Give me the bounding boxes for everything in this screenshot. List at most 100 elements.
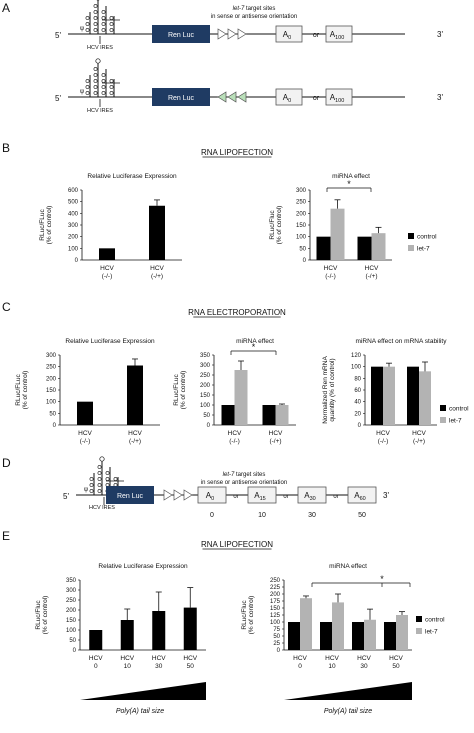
y-axis-label: (% of control) bbox=[248, 596, 255, 635]
chart-c1: Relative Luciferase ExpressionRLuc/FLuc(… bbox=[15, 338, 160, 445]
y-tick-label: 150 bbox=[270, 606, 281, 612]
polya-box bbox=[325, 88, 353, 106]
renilla-luc-label: Ren Luc bbox=[168, 32, 195, 39]
x-tick-label: HCV bbox=[89, 655, 103, 662]
chart-e1: Relative Luciferase Expression RLuc/Fluc(… bbox=[35, 563, 206, 670]
bar bbox=[352, 622, 364, 650]
ires-loop bbox=[93, 10, 98, 14]
legend-label-let7: let-7 bbox=[449, 418, 462, 425]
legend-swatch-control bbox=[408, 233, 414, 239]
y-axis-label: RLuc/Fluc bbox=[35, 600, 42, 630]
polya-label: A100 bbox=[330, 93, 345, 104]
antisense-target-site-icon bbox=[237, 91, 247, 103]
bar bbox=[316, 236, 331, 260]
bar bbox=[89, 630, 103, 650]
y-axis-label: RLuc/Fluc bbox=[269, 210, 276, 240]
poly-a-axis-label: Poly(A) tail size bbox=[116, 708, 164, 715]
y-axis-label: (% of control) bbox=[42, 596, 49, 635]
bar bbox=[332, 602, 344, 650]
y-tick-label: 200 bbox=[66, 608, 77, 614]
x-tick-label: 0 bbox=[298, 663, 302, 670]
legend-swatch-let7 bbox=[416, 628, 422, 634]
ires-loop bbox=[85, 91, 90, 95]
x-tick-label: (-/+) bbox=[365, 273, 377, 280]
x-tick-label: HCV bbox=[357, 655, 371, 662]
y-tick-label: 250 bbox=[46, 365, 57, 371]
ires-loop bbox=[109, 22, 114, 26]
y-axis-label: (% of control) bbox=[22, 371, 29, 410]
y-tick-label: 150 bbox=[296, 223, 307, 229]
y-axis-label: quantity (% of control) bbox=[329, 358, 336, 421]
x-tick-label: HCV bbox=[150, 265, 164, 272]
x-tick-label: HCV bbox=[100, 265, 114, 272]
y-tick-label: 500 bbox=[68, 200, 79, 206]
bar bbox=[127, 365, 143, 425]
bar bbox=[364, 619, 376, 650]
ires-loop bbox=[89, 489, 94, 493]
ires-loop bbox=[101, 73, 106, 77]
ires-label: HCV IRES bbox=[87, 45, 113, 51]
bar bbox=[149, 205, 165, 260]
y-tick-label: 100 bbox=[46, 400, 57, 406]
bar bbox=[300, 598, 312, 650]
renilla-luc-box bbox=[152, 88, 210, 106]
polya-box bbox=[247, 486, 277, 504]
five-prime-label: 5' bbox=[55, 31, 61, 40]
tail-size-number: 30 bbox=[308, 512, 316, 519]
ires-label: HCV IRES bbox=[87, 108, 113, 114]
x-tick-label: HCV bbox=[120, 655, 134, 662]
tail-size-number: 10 bbox=[258, 512, 266, 519]
polya-label: A0 bbox=[283, 30, 291, 41]
bar bbox=[99, 248, 115, 260]
y-tick-label: 0 bbox=[277, 648, 281, 654]
sense-target-site-icon bbox=[227, 28, 237, 40]
y-tick-label: 100 bbox=[200, 403, 211, 409]
or-label: or bbox=[313, 32, 320, 39]
x-tick-label: 50 bbox=[392, 663, 400, 670]
section-title-c: RNA ELECTROPORATION bbox=[188, 308, 286, 317]
y-tick-label: 120 bbox=[351, 353, 362, 359]
polya-label: A15 bbox=[254, 491, 265, 502]
y-tick-label: 250 bbox=[66, 598, 77, 604]
renilla-luc-label: Ren Luc bbox=[117, 493, 144, 500]
ires-loop bbox=[97, 483, 102, 487]
sense-target-site-icon bbox=[237, 28, 247, 40]
significance-star: * bbox=[252, 342, 256, 352]
y-tick-label: 100 bbox=[68, 246, 79, 252]
bar bbox=[183, 607, 197, 650]
y-tick-label: 0 bbox=[53, 423, 57, 429]
y-tick-label: 20 bbox=[354, 411, 361, 417]
legend-swatch-let7 bbox=[440, 417, 446, 423]
bar bbox=[383, 366, 395, 425]
y-tick-label: 200 bbox=[46, 376, 57, 382]
y-tick-label: 0 bbox=[75, 258, 79, 264]
chart-title: Relative Luciferase Expression bbox=[65, 338, 155, 345]
y-tick-label: 300 bbox=[200, 363, 211, 369]
panel-letter-e: E bbox=[2, 529, 10, 543]
x-tick-label: HCV bbox=[325, 655, 339, 662]
y-tick-label: 150 bbox=[200, 393, 211, 399]
x-tick-label: (-/+) bbox=[129, 438, 141, 445]
y-tick-label: 25 bbox=[273, 641, 280, 647]
y-axis-label: RLuc/FLuc bbox=[15, 374, 22, 406]
ires-loop bbox=[93, 4, 98, 8]
ires-loop bbox=[97, 477, 102, 481]
ires-loop bbox=[109, 28, 114, 32]
legend-label-control: control bbox=[449, 406, 469, 413]
x-tick-label: HCV bbox=[152, 655, 166, 662]
y-axis-label: RLuc/Fluc bbox=[241, 600, 248, 630]
renilla-luc-box bbox=[106, 486, 154, 504]
ires-label: HCV IRES bbox=[89, 505, 115, 511]
bar bbox=[152, 611, 166, 650]
chart-c2: miRNA effect RLuc/FLuc (% of control) 0 50 10… bbox=[173, 338, 296, 445]
ires-loop bbox=[85, 85, 90, 89]
bar bbox=[407, 366, 419, 425]
x-tick-label: (-/+) bbox=[269, 438, 281, 445]
legend-label-control: control bbox=[425, 617, 445, 624]
y-tick-label: 100 bbox=[270, 620, 281, 626]
ires-loop bbox=[97, 489, 102, 493]
y-tick-label: 50 bbox=[203, 413, 210, 419]
tail-size-number: 50 bbox=[358, 512, 366, 519]
